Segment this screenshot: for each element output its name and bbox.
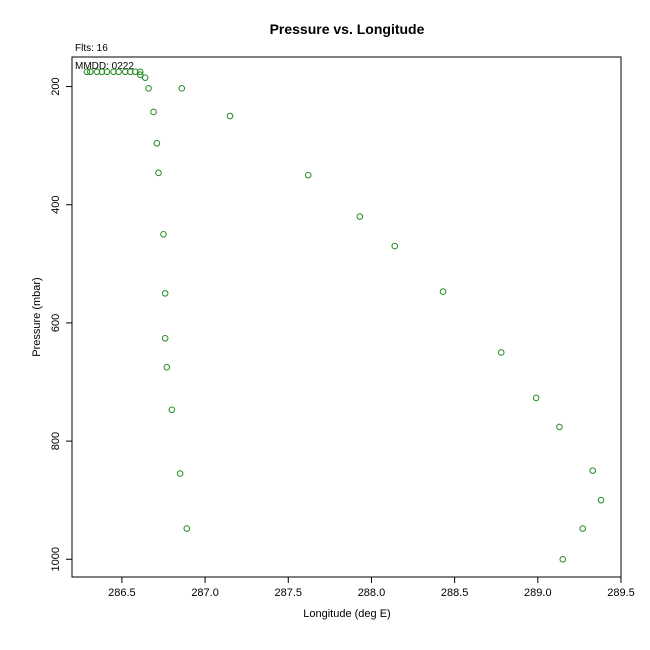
y-axis-label: Pressure (mbar): [31, 277, 43, 356]
data-point: [93, 68, 101, 76]
data-point: [579, 525, 587, 532]
data-point: [155, 169, 162, 177]
x-axis-label: Longitude (deg E): [303, 608, 390, 620]
data-point: [136, 71, 144, 79]
data-point: [176, 470, 184, 477]
x-tick-label: 288.0: [358, 587, 386, 599]
y-tick-label: 600: [50, 314, 62, 332]
x-tick-label: 288.5: [441, 587, 469, 599]
plot-frame: [71, 56, 622, 578]
data-point: [103, 68, 111, 76]
data-point: [126, 68, 134, 76]
data-point: [304, 171, 312, 179]
data-point: [153, 139, 161, 147]
data-point: [98, 68, 106, 76]
data-point: [226, 112, 234, 120]
x-axis-ticks: 286.5 287.0 287.5 288.0 288.5 289.0 289.5: [108, 577, 635, 599]
data-point: [131, 68, 139, 76]
y-axis-ticks: 200 400 600 800 1000: [50, 77, 72, 572]
data-point: [391, 242, 399, 250]
data-point: [356, 213, 364, 220]
x-tick-label: 289.5: [607, 587, 635, 599]
data-point: [163, 363, 171, 371]
data-point: [145, 85, 152, 92]
data-point: [150, 108, 157, 116]
data-point: [161, 334, 169, 342]
data-point: [589, 467, 597, 474]
x-tick-label: 286.5: [108, 587, 136, 599]
data-point: [87, 68, 94, 76]
data-point: [183, 525, 191, 532]
data-point: [136, 68, 144, 76]
data-point: [115, 68, 122, 76]
x-tick-label: 287.5: [275, 587, 303, 599]
y-tick-label: 400: [50, 196, 62, 214]
data-point: [110, 68, 117, 76]
date-annotation: MMDD: 0222: [75, 61, 134, 72]
data-point: [121, 68, 129, 76]
data-point: [83, 68, 91, 76]
data-point: [532, 394, 540, 402]
y-tick-label: 1000: [50, 547, 62, 571]
y-tick-label: 800: [50, 432, 62, 450]
flights-annotation: Flts: 16: [75, 43, 108, 54]
data-point: [160, 230, 167, 238]
data-point: [141, 74, 149, 81]
data-point: [497, 349, 505, 356]
data-point: [178, 85, 186, 92]
data-point: [597, 496, 605, 504]
data-point: [556, 423, 563, 431]
data-point: [168, 406, 176, 414]
chart-title: Pressure vs. Longitude: [270, 21, 425, 37]
data-point: [439, 288, 447, 295]
data-points: [83, 68, 605, 563]
data-point: [559, 555, 567, 563]
data-point: [161, 290, 169, 297]
y-tick-label: 200: [50, 77, 62, 95]
x-tick-label: 289.0: [524, 587, 552, 599]
x-tick-label: 287.0: [191, 587, 219, 599]
